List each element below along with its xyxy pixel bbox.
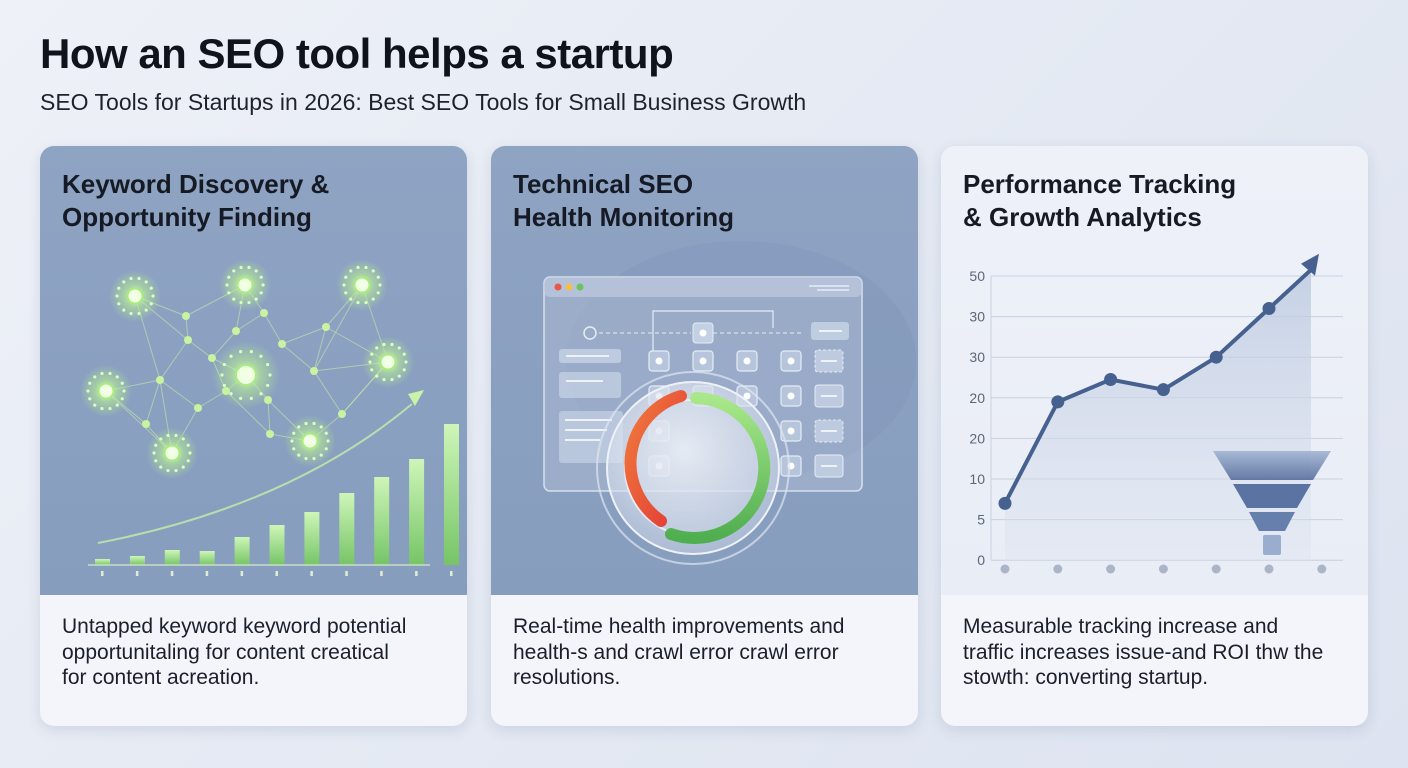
keyword-node bbox=[232, 327, 240, 335]
y-tick-label: 30 bbox=[969, 309, 985, 325]
y-tick-label: 5 bbox=[977, 512, 985, 528]
card-illustration-panel: 50 30 30 20 20 10 5 0 Performance Tracking & Gr… bbox=[941, 146, 1368, 595]
growth-bar bbox=[164, 550, 180, 565]
x-axis-marker bbox=[1053, 564, 1063, 574]
gauge-green-arc bbox=[665, 392, 771, 544]
growth-bar bbox=[199, 551, 215, 565]
bar-tick bbox=[450, 571, 453, 576]
growth-bar bbox=[234, 537, 250, 565]
card-keyword-discovery: Keyword Discovery & Opportunity Finding … bbox=[40, 146, 467, 726]
bar-tick bbox=[135, 571, 139, 576]
network-nodes bbox=[80, 259, 414, 479]
growth-bar bbox=[95, 559, 110, 565]
card-illustration-panel: Technical SEO Health Monitoring bbox=[491, 146, 918, 595]
keyword-cluster-node bbox=[219, 259, 271, 311]
y-tick-label: 30 bbox=[969, 349, 985, 365]
keyword-cluster-node bbox=[284, 415, 336, 467]
window-maximize-dot-icon bbox=[576, 283, 584, 291]
bar-tick bbox=[205, 571, 209, 576]
card-title: Technical SEO Health Monitoring bbox=[513, 169, 734, 232]
bar-tick bbox=[101, 571, 104, 576]
growth-bar bbox=[339, 493, 355, 565]
keyword-node bbox=[310, 367, 318, 375]
keyword-node bbox=[338, 410, 346, 418]
y-tick-label: 50 bbox=[969, 268, 985, 284]
gauge-red-arc bbox=[624, 390, 687, 527]
keyword-cluster-node bbox=[109, 270, 161, 322]
keyword-cluster-node bbox=[80, 365, 132, 417]
card-illustration-panel: Keyword Discovery & Opportunity Finding bbox=[40, 146, 467, 595]
y-tick-label: 10 bbox=[969, 471, 985, 487]
bar-tick bbox=[345, 571, 348, 576]
keyword-node bbox=[322, 323, 330, 331]
series-point bbox=[1209, 350, 1223, 364]
keyword-node bbox=[184, 336, 192, 344]
keyword-node bbox=[260, 309, 268, 317]
card-performance-tracking: 50 30 30 20 20 10 5 0 Performance Tracking & Gr… bbox=[941, 146, 1368, 726]
keyword-node bbox=[278, 340, 286, 348]
x-axis-marker bbox=[1000, 564, 1010, 574]
card-title: Keyword Discovery & Opportunity Finding bbox=[62, 169, 330, 232]
keyword-network-illustration bbox=[80, 259, 459, 576]
x-axis-marker bbox=[1211, 564, 1221, 574]
growth-bar bbox=[374, 477, 390, 565]
bar-tick bbox=[310, 571, 313, 576]
health-monitor-illustration bbox=[543, 241, 916, 565]
trend-arrowhead-icon bbox=[408, 390, 424, 406]
x-axis-marker bbox=[1317, 564, 1327, 574]
series-point bbox=[998, 496, 1012, 510]
keyword-node bbox=[156, 376, 164, 384]
growth-bar bbox=[129, 556, 145, 565]
x-axis-marker bbox=[1106, 564, 1116, 574]
series-point bbox=[1262, 301, 1276, 315]
keyword-node bbox=[264, 396, 272, 404]
growth-bar bbox=[409, 459, 425, 565]
bar-tick bbox=[275, 571, 278, 576]
bar-tick bbox=[170, 571, 174, 576]
growth-bar bbox=[304, 512, 320, 565]
card-description: Measurable tracking increase and traffic… bbox=[963, 615, 1324, 689]
growth-bar bbox=[444, 424, 459, 565]
card-description: Real-time health improvements and health… bbox=[513, 615, 845, 689]
x-axis-marker bbox=[1158, 564, 1168, 574]
keyword-node bbox=[222, 387, 230, 395]
card-description: Untapped keyword keyword potential oppor… bbox=[62, 615, 407, 689]
window-close-dot-icon bbox=[554, 283, 562, 291]
series-point bbox=[1051, 395, 1065, 409]
y-tick-label: 20 bbox=[969, 430, 985, 446]
keyword-node bbox=[182, 312, 190, 320]
keyword-cluster-node bbox=[362, 336, 414, 388]
keyword-node bbox=[142, 420, 150, 428]
health-score-gauge bbox=[596, 371, 790, 565]
conversion-funnel-icon bbox=[1213, 451, 1331, 555]
bar-tick bbox=[380, 571, 383, 576]
bar-tick bbox=[415, 571, 418, 576]
trend-arrowhead-icon bbox=[1301, 253, 1319, 276]
keyword-cluster-node bbox=[146, 427, 198, 479]
growth-bar bbox=[269, 525, 285, 565]
x-axis-markers bbox=[1000, 564, 1327, 574]
window-minimize-dot-icon bbox=[565, 283, 573, 291]
y-tick-label: 0 bbox=[977, 552, 985, 568]
keyword-cluster-node bbox=[336, 259, 388, 311]
card-title: Performance Tracking & Growth Analytics bbox=[963, 169, 1237, 232]
page-subtitle: SEO Tools for Startups in 2026: Best SEO… bbox=[40, 89, 807, 115]
growth-trend-curve bbox=[97, 403, 413, 544]
series-points bbox=[998, 301, 1276, 510]
keyword-node bbox=[208, 354, 216, 362]
series-point bbox=[1156, 383, 1170, 397]
growth-bars bbox=[95, 424, 459, 576]
y-tick-label: 20 bbox=[969, 390, 985, 406]
x-axis-marker bbox=[1264, 564, 1274, 574]
card-technical-seo: Technical SEO Health Monitoring Real-tim… bbox=[491, 146, 918, 726]
trend-arrowhead bbox=[1301, 253, 1319, 276]
bar-tick bbox=[240, 571, 244, 576]
page-title: How an SEO tool helps a startup bbox=[40, 30, 674, 77]
series-point bbox=[1104, 373, 1118, 387]
keyword-node bbox=[194, 404, 202, 412]
keyword-node bbox=[266, 430, 274, 438]
